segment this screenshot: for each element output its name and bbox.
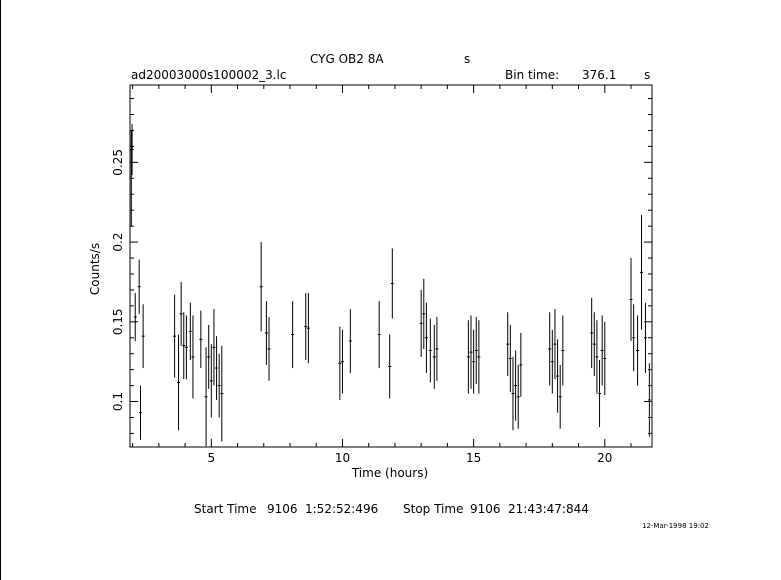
data-point: [647, 363, 651, 437]
data-point: [377, 301, 381, 369]
data-point: [553, 309, 557, 380]
data-point: [469, 315, 473, 389]
x-tick-label: 5: [207, 451, 215, 465]
data-point: [600, 315, 604, 386]
data-point: [592, 312, 596, 377]
data-point: [556, 339, 560, 413]
data-point: [215, 336, 219, 400]
data-point: [304, 293, 308, 361]
data-point: [188, 302, 192, 361]
data-point: [259, 242, 263, 332]
data-point: [182, 312, 186, 380]
data-point: [636, 315, 640, 386]
data-point: [340, 329, 344, 394]
data-point: [179, 281, 183, 346]
data-point: [419, 289, 423, 357]
axis-tick-labels: 5 10 15 20 0.1 0.15 0.2 0.25: [111, 149, 612, 465]
data-point: [640, 214, 644, 330]
start-time-clock: 1:52:52:496: [305, 502, 379, 516]
data-point: [177, 334, 181, 431]
data-point: [511, 356, 515, 431]
data-point: [432, 325, 436, 389]
x-tick-label: 15: [466, 451, 481, 465]
data-point: [550, 329, 554, 394]
data-point: [422, 278, 426, 349]
data-point: [548, 312, 552, 386]
data-point: [598, 360, 602, 428]
data-point: [474, 317, 478, 385]
data-point: [632, 304, 636, 372]
stop-time-label: Stop Time: [403, 502, 464, 516]
data-point: [561, 315, 565, 386]
data-point: [514, 350, 518, 421]
x-tick-label: 10: [335, 451, 350, 465]
bin-time-unit: s: [644, 68, 651, 82]
y-tick-label: 0.25: [111, 149, 125, 176]
data-point: [388, 334, 392, 399]
data-point: [199, 310, 203, 369]
data-point: [220, 345, 224, 442]
data-point: [209, 344, 213, 418]
start-time-label: Start Time: [194, 502, 257, 516]
object-name: CYG OB2 8A: [310, 52, 384, 66]
data-point: [173, 294, 177, 378]
data-point: [472, 329, 476, 394]
y-tick-label: 0.1: [111, 392, 125, 411]
window-left-edge: [0, 0, 1, 580]
data-point: [267, 317, 271, 381]
data-point: [348, 309, 352, 373]
start-time-day: 9106: [267, 502, 298, 516]
plot-date: 12-Mar-1998 19:02: [642, 522, 709, 530]
file-name: ad20003000s100002_3.lc: [131, 68, 287, 82]
data-point: [207, 325, 211, 389]
plot-frame: [129, 84, 653, 448]
x-tick-label: 20: [597, 451, 612, 465]
data-point: [590, 297, 594, 369]
bin-time-value: 376.1: [582, 68, 617, 82]
plot-border: [129, 84, 653, 448]
data-point: [629, 258, 633, 341]
data-point: [595, 320, 599, 394]
data-point: [516, 364, 520, 429]
data-point: [130, 124, 134, 176]
data-point: [141, 304, 145, 369]
axis-ticks: [130, 85, 652, 447]
data-point: [643, 302, 647, 373]
data-point: [424, 302, 428, 373]
data-point: [306, 293, 310, 364]
object-unit: s: [464, 52, 471, 66]
data-point: [204, 347, 208, 447]
data-point: [603, 321, 607, 396]
data-point: [390, 248, 394, 319]
data-point: [133, 293, 137, 341]
data-point: [137, 259, 141, 314]
y-axis-label: Counts/s: [88, 243, 102, 295]
stop-time-day: 9106: [470, 502, 501, 516]
data-point: [477, 320, 481, 394]
bin-time-label: Bin time:: [505, 68, 560, 82]
data-point: [558, 364, 562, 429]
y-tick-label: 0.2: [111, 233, 125, 252]
data-point: [519, 332, 523, 397]
y-tick-label: 0.15: [111, 308, 125, 335]
data-points: [129, 124, 651, 447]
data-point: [191, 315, 195, 399]
data-point: [291, 301, 295, 369]
data-point: [338, 326, 342, 400]
data-point: [466, 320, 470, 394]
data-point: [217, 353, 221, 418]
data-point: [138, 385, 142, 440]
data-point: [129, 130, 133, 227]
data-point: [508, 325, 512, 392]
data-point: [264, 301, 268, 365]
data-point: [506, 312, 510, 377]
data-point: [435, 317, 439, 381]
data-point: [428, 318, 432, 383]
data-point: [184, 315, 188, 380]
stop-time-clock: 21:43:47:844: [508, 502, 589, 516]
x-axis-label: Time (hours): [351, 466, 428, 480]
data-point: [212, 309, 216, 386]
